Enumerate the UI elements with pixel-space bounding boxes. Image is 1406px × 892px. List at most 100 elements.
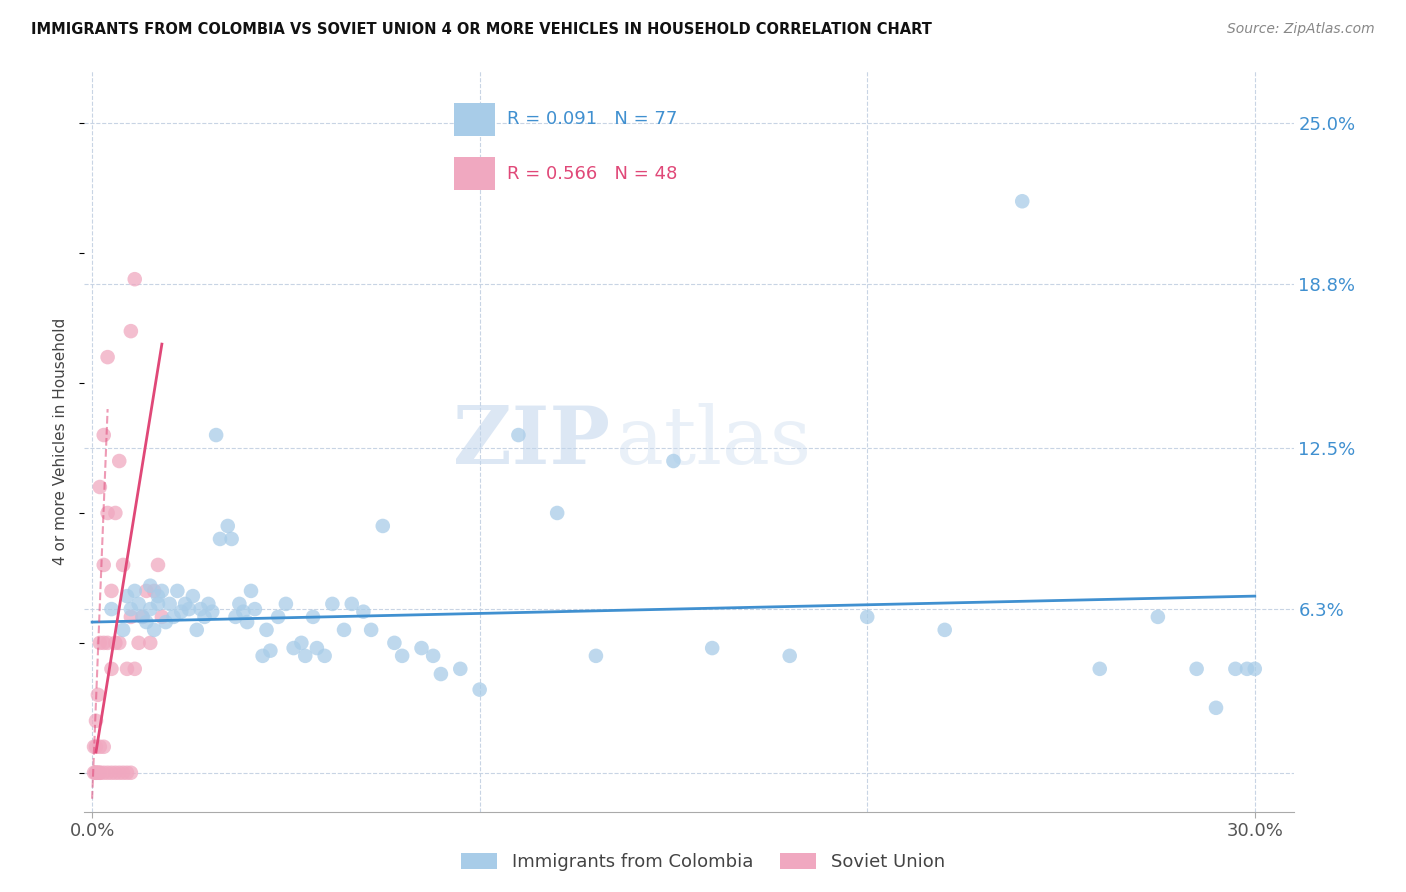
Point <box>232 605 254 619</box>
Point <box>115 589 138 603</box>
Point <box>217 519 239 533</box>
Point <box>93 636 115 650</box>
Point <box>131 610 153 624</box>
Point <box>585 648 607 663</box>
Point <box>131 610 153 624</box>
Point <box>124 583 146 598</box>
Point <box>150 583 173 598</box>
Point <box>302 610 325 624</box>
Point <box>104 765 127 780</box>
Point <box>1225 662 1247 676</box>
Point <box>702 641 724 656</box>
Point <box>193 610 215 624</box>
Point <box>166 583 188 598</box>
Point <box>120 602 142 616</box>
Point <box>430 667 453 681</box>
Point <box>208 532 231 546</box>
Point <box>143 623 166 637</box>
Point <box>100 662 122 676</box>
Point <box>84 765 107 780</box>
Point <box>143 583 166 598</box>
Point <box>155 615 177 629</box>
Point <box>89 480 111 494</box>
Point <box>546 506 568 520</box>
Point <box>333 623 356 637</box>
Point <box>128 597 150 611</box>
Point <box>89 765 111 780</box>
Point <box>108 765 131 780</box>
Legend: Immigrants from Colombia, Soviet Union: Immigrants from Colombia, Soviet Union <box>454 846 952 879</box>
Point <box>422 648 444 663</box>
Point <box>411 641 433 656</box>
Point <box>100 583 122 598</box>
Point <box>97 765 120 780</box>
Point <box>256 623 278 637</box>
Point <box>384 636 406 650</box>
Point <box>934 623 956 637</box>
Point <box>252 648 274 663</box>
Point <box>174 597 197 611</box>
Point <box>449 662 471 676</box>
Point <box>89 739 111 754</box>
Point <box>159 597 181 611</box>
Point <box>177 602 200 616</box>
Point <box>112 558 135 572</box>
Point <box>190 602 212 616</box>
Point <box>83 765 105 780</box>
Point <box>146 597 169 611</box>
Point <box>283 641 305 656</box>
Point <box>1011 194 1033 209</box>
Point <box>112 765 135 780</box>
Point <box>1088 662 1111 676</box>
Point <box>93 765 115 780</box>
Point <box>120 324 142 338</box>
Point <box>267 610 290 624</box>
Point <box>779 648 801 663</box>
Point <box>97 636 120 650</box>
Point <box>162 610 184 624</box>
Point <box>93 558 115 572</box>
Point <box>305 641 328 656</box>
Point <box>84 765 107 780</box>
Point <box>115 765 138 780</box>
Point <box>225 610 247 624</box>
Point <box>84 765 107 780</box>
Point <box>228 597 250 611</box>
Point <box>240 583 263 598</box>
Point <box>124 662 146 676</box>
Point <box>93 428 115 442</box>
Point <box>146 589 169 603</box>
Point <box>87 688 110 702</box>
Text: Source: ZipAtlas.com: Source: ZipAtlas.com <box>1227 22 1375 37</box>
Point <box>139 636 162 650</box>
Point <box>89 636 111 650</box>
Point <box>662 454 685 468</box>
Point <box>128 636 150 650</box>
Point <box>508 428 530 442</box>
Point <box>97 506 120 520</box>
Y-axis label: 4 or more Vehicles in Household: 4 or more Vehicles in Household <box>53 318 69 566</box>
Point <box>135 615 157 629</box>
Point <box>1243 662 1265 676</box>
Point <box>197 597 219 611</box>
Point <box>371 519 394 533</box>
Text: ZIP: ZIP <box>453 402 610 481</box>
Point <box>321 597 343 611</box>
Point <box>135 583 157 598</box>
Point <box>259 643 281 657</box>
Point <box>170 605 193 619</box>
Point <box>294 648 316 663</box>
Point <box>243 602 266 616</box>
Point <box>236 615 259 629</box>
Point <box>97 350 120 364</box>
Point <box>352 605 374 619</box>
Text: IMMIGRANTS FROM COLOMBIA VS SOVIET UNION 4 OR MORE VEHICLES IN HOUSEHOLD CORRELA: IMMIGRANTS FROM COLOMBIA VS SOVIET UNION… <box>31 22 932 37</box>
Point <box>84 739 107 754</box>
Point <box>139 602 162 616</box>
Point <box>150 610 173 624</box>
Point <box>186 623 208 637</box>
Point <box>100 602 122 616</box>
Point <box>1147 610 1170 624</box>
Point <box>314 648 336 663</box>
Point <box>340 597 363 611</box>
